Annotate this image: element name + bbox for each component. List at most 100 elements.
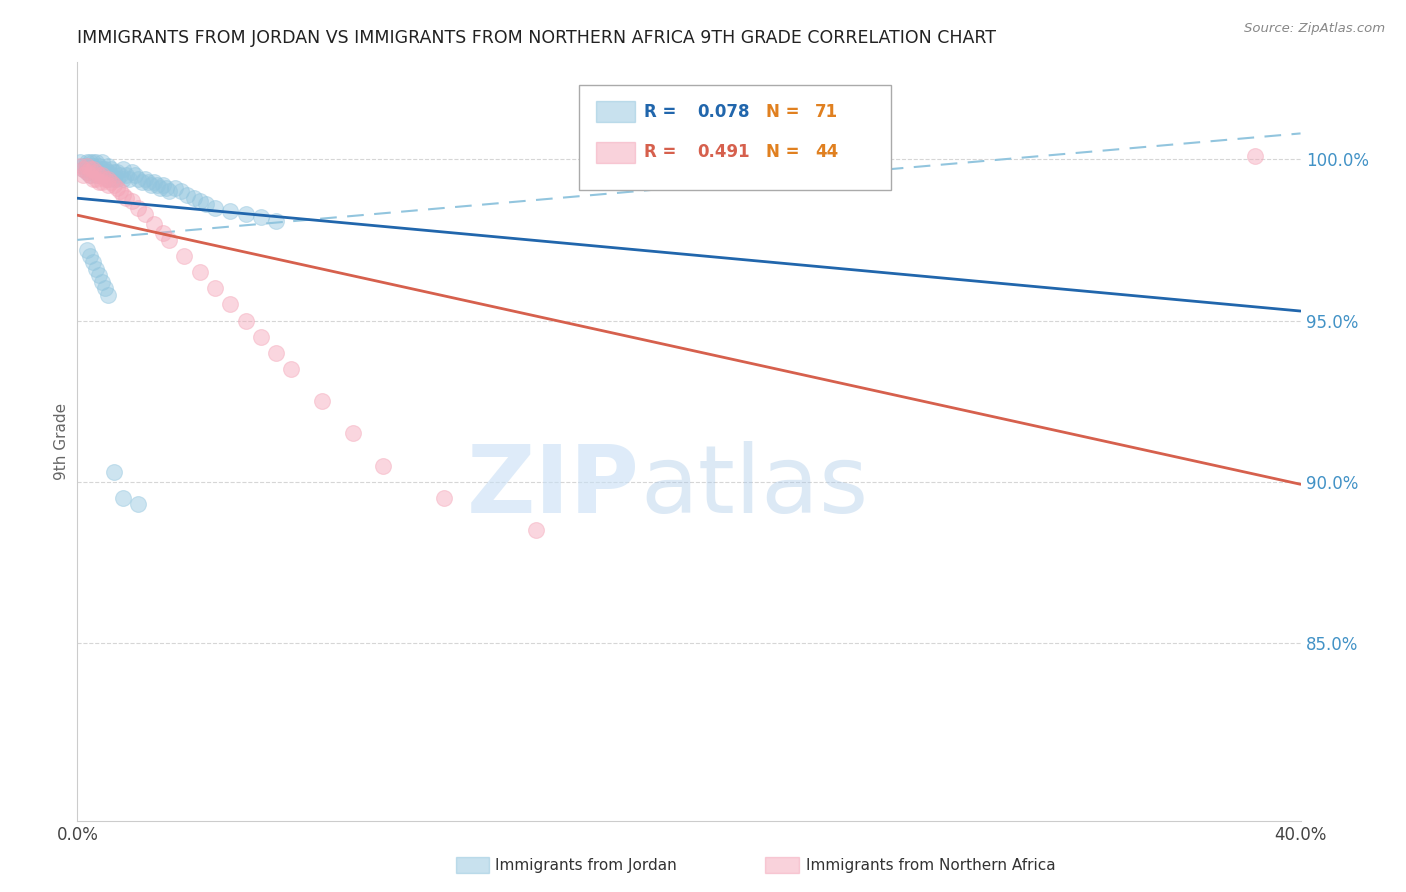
Point [204, 281, 226, 295]
Text: Immigrants from Jordan: Immigrants from Jordan [495, 858, 676, 872]
Point [105, 181, 128, 195]
Point [94, 169, 117, 183]
Point [79, 249, 101, 263]
Text: 44: 44 [815, 143, 838, 161]
Point [371, 458, 394, 473]
FancyBboxPatch shape [596, 142, 636, 162]
Point [134, 171, 156, 186]
Point [280, 362, 302, 376]
Point [524, 523, 547, 537]
Y-axis label: 9th Grade: 9th Grade [53, 403, 69, 480]
Point [69, 159, 91, 173]
Text: 71: 71 [815, 103, 838, 120]
Point [176, 187, 198, 202]
Point [79, 169, 101, 183]
Point [250, 329, 273, 343]
Point [433, 491, 456, 505]
Point [84, 155, 107, 169]
Point [235, 207, 257, 221]
Text: 0.078: 0.078 [697, 103, 749, 120]
Point [79, 169, 101, 183]
Point [118, 171, 141, 186]
Text: R =: R = [644, 103, 682, 120]
Point [115, 169, 138, 183]
Point [219, 297, 242, 311]
Point [115, 191, 138, 205]
Point [84, 165, 107, 179]
Point [87, 175, 110, 189]
Point [183, 191, 205, 205]
Point [142, 217, 165, 231]
Point [82, 159, 104, 173]
Text: Immigrants from Northern Africa: Immigrants from Northern Africa [806, 858, 1056, 872]
Point [79, 161, 101, 176]
Text: R =: R = [644, 143, 682, 161]
Point [90, 169, 112, 183]
Point [90, 161, 112, 176]
Point [127, 498, 149, 512]
Point [87, 169, 110, 183]
Point [97, 165, 120, 179]
Point [69, 155, 91, 169]
Point [127, 201, 149, 215]
Point [250, 211, 273, 225]
Point [121, 165, 143, 179]
Point [127, 171, 149, 186]
Point [170, 185, 193, 199]
Point [121, 194, 143, 209]
Point [264, 213, 287, 227]
Point [72, 161, 94, 176]
Point [139, 178, 162, 192]
Point [72, 169, 94, 183]
Point [82, 155, 104, 169]
Point [1243, 149, 1265, 163]
Point [134, 207, 156, 221]
Point [82, 255, 104, 269]
Point [84, 169, 107, 183]
Point [100, 175, 122, 189]
Point [87, 268, 110, 283]
Point [112, 161, 135, 176]
Point [165, 181, 187, 195]
Point [84, 261, 107, 276]
Point [194, 197, 217, 211]
Point [97, 178, 120, 192]
Point [103, 171, 125, 186]
Point [97, 171, 120, 186]
Point [76, 165, 98, 179]
Text: N =: N = [766, 103, 806, 120]
Point [76, 243, 98, 257]
Point [204, 201, 226, 215]
Point [90, 175, 112, 189]
Point [173, 249, 195, 263]
Point [157, 185, 180, 199]
Point [97, 287, 120, 301]
Point [264, 346, 287, 360]
Point [103, 465, 125, 479]
Point [94, 281, 117, 295]
Point [82, 171, 104, 186]
Point [131, 175, 153, 189]
Point [136, 175, 159, 189]
Point [72, 159, 94, 173]
Point [188, 194, 211, 209]
Point [87, 159, 110, 173]
Point [79, 155, 101, 169]
Point [112, 491, 135, 505]
Point [76, 159, 98, 173]
FancyBboxPatch shape [579, 85, 891, 190]
Point [103, 178, 125, 192]
Text: Source: ZipAtlas.com: Source: ZipAtlas.com [1244, 22, 1385, 36]
Point [90, 275, 112, 289]
Point [103, 165, 125, 179]
Text: IMMIGRANTS FROM JORDAN VS IMMIGRANTS FROM NORTHERN AFRICA 9TH GRADE CORRELATION : IMMIGRANTS FROM JORDAN VS IMMIGRANTS FRO… [77, 29, 997, 47]
Point [142, 175, 165, 189]
Point [100, 169, 122, 183]
Point [108, 169, 131, 183]
Point [149, 181, 172, 195]
Point [94, 161, 117, 176]
Point [84, 161, 107, 176]
Point [235, 313, 257, 327]
Point [82, 161, 104, 176]
Point [219, 203, 242, 218]
